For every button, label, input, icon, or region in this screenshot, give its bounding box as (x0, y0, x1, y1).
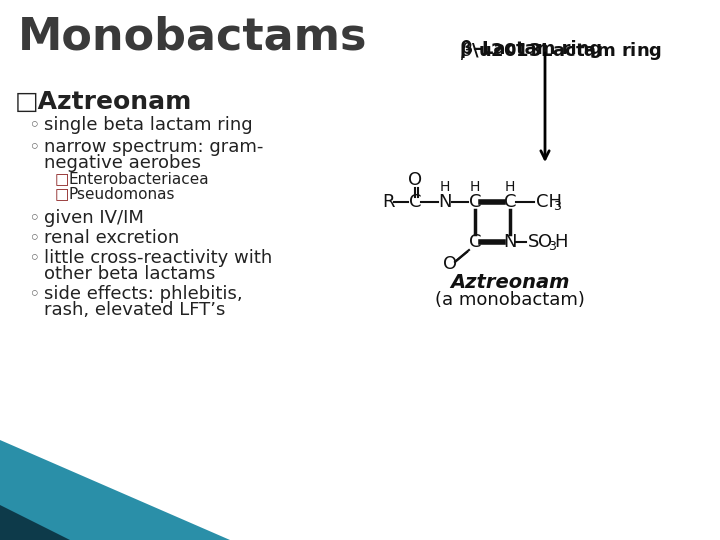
Text: O: O (443, 255, 457, 273)
Text: renal excretion: renal excretion (44, 229, 179, 247)
Text: O: O (538, 233, 552, 251)
Text: ◦: ◦ (28, 209, 40, 228)
Text: □: □ (55, 187, 69, 202)
Text: given IV/IM: given IV/IM (44, 209, 144, 227)
Text: Pseudomonas: Pseudomonas (68, 187, 174, 202)
Text: little cross-reactivity with: little cross-reactivity with (44, 249, 272, 267)
Text: 3: 3 (553, 200, 561, 213)
Text: □: □ (55, 172, 69, 187)
Text: single beta lactam ring: single beta lactam ring (44, 116, 253, 134)
Text: H: H (470, 180, 480, 194)
Polygon shape (0, 505, 70, 540)
Text: H: H (505, 180, 516, 194)
Text: ◦: ◦ (28, 116, 40, 135)
Text: negative aerobes: negative aerobes (44, 154, 201, 172)
Text: $\beta$\u2013Lactam ring: $\beta$\u2013Lactam ring (460, 40, 662, 62)
Text: other beta lactams: other beta lactams (44, 265, 215, 283)
Text: H: H (440, 180, 450, 194)
Text: ◦: ◦ (28, 285, 40, 304)
Text: Enterobacteriacea: Enterobacteriacea (68, 172, 209, 187)
Text: β–Lactam ring: β–Lactam ring (460, 40, 602, 58)
Text: 3: 3 (548, 240, 556, 253)
Text: (a monobactam): (a monobactam) (435, 291, 585, 309)
Text: side effects: phlebitis,: side effects: phlebitis, (44, 285, 243, 303)
Text: C: C (469, 193, 481, 211)
Text: R: R (382, 193, 395, 211)
Text: H: H (554, 233, 567, 251)
Text: S: S (528, 233, 539, 251)
Text: C: C (409, 193, 421, 211)
Text: narrow spectrum: gram-: narrow spectrum: gram- (44, 138, 264, 156)
Text: O: O (408, 171, 422, 189)
Polygon shape (0, 440, 230, 540)
Text: ◦: ◦ (28, 249, 40, 268)
Text: N: N (438, 193, 451, 211)
Text: N: N (503, 233, 517, 251)
Text: ◦: ◦ (28, 229, 40, 248)
Text: CH: CH (536, 193, 562, 211)
Text: rash, elevated LFT’s: rash, elevated LFT’s (44, 301, 225, 319)
Text: ◦: ◦ (28, 138, 40, 157)
Text: Monobactams: Monobactams (18, 15, 367, 58)
Text: C: C (469, 233, 481, 251)
Text: Aztreonam: Aztreonam (450, 273, 570, 292)
Text: C: C (504, 193, 516, 211)
Text: □Aztreonam: □Aztreonam (15, 90, 192, 114)
